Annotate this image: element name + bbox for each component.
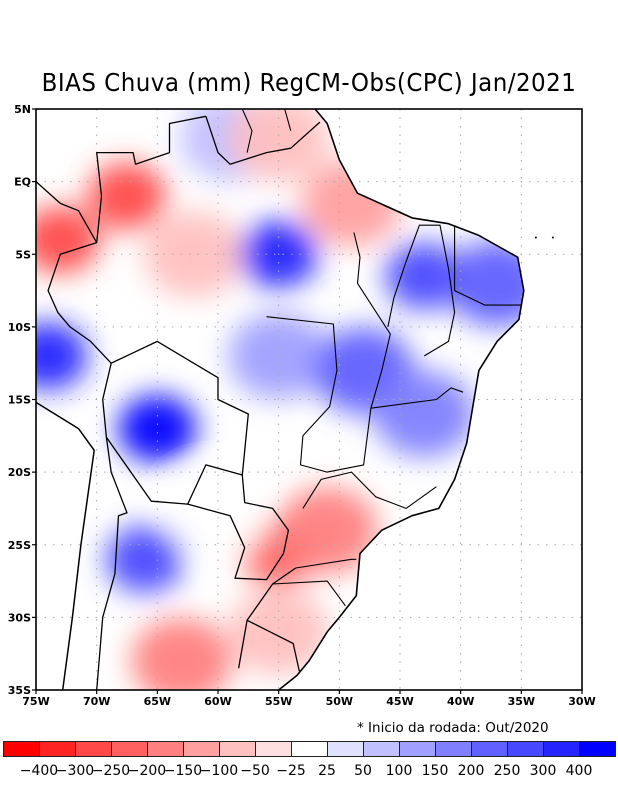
pacific-coastline <box>36 401 95 690</box>
state-borders-southeast <box>302 471 437 509</box>
border-uruguay-argentina <box>237 567 297 669</box>
x-tick-label: 40W <box>447 695 474 708</box>
border-parana-santa-catarina <box>295 558 357 569</box>
y-tick-label: 10S <box>8 321 31 334</box>
y-tick-label: 30S <box>8 611 31 624</box>
x-tick-label: 60W <box>204 695 231 708</box>
colorbar-swatch <box>111 741 148 757</box>
colorbar-swatch <box>363 741 400 757</box>
x-tick-label: 45W <box>386 695 413 708</box>
bias-region <box>276 487 378 574</box>
bias-region <box>228 109 330 182</box>
colorbar-swatch <box>75 741 112 757</box>
border-uruguay-brazil <box>246 619 300 672</box>
colorbar-swatch <box>291 741 328 757</box>
island-mark <box>534 236 537 239</box>
y-tick-label: 25S <box>8 539 31 552</box>
colorbar-label: 150 <box>422 763 449 779</box>
border-suriname-guiana <box>284 109 292 131</box>
y-tick-label: EQ <box>14 176 31 189</box>
bias-region <box>106 525 185 593</box>
colorbar-swatch <box>39 741 76 757</box>
colorbar-label: 200 <box>458 763 485 779</box>
bias-region <box>87 162 167 230</box>
colorbar-swatch <box>219 741 256 757</box>
bias-region <box>131 617 233 690</box>
y-tick-label: 20S <box>8 466 31 479</box>
colorbar-label: 50 <box>354 763 372 779</box>
bias-region <box>118 394 197 463</box>
colorbar-label: 300 <box>530 763 557 779</box>
border-chile-argentina <box>96 437 128 690</box>
x-tick-label: 75W <box>22 695 49 708</box>
state-borders-central <box>266 232 391 473</box>
border-bolivia <box>105 340 249 505</box>
colorbar-label: −100 <box>200 763 238 779</box>
colorbar-swatch <box>507 741 544 757</box>
colorbar-swatch <box>543 741 580 757</box>
colorbar-label: 100 <box>386 763 413 779</box>
border-santa-catarina-rs <box>272 580 346 607</box>
colorbar-label: −250 <box>92 763 130 779</box>
colorbar-label: −150 <box>164 763 202 779</box>
state-borders-northeast <box>387 224 456 357</box>
bias-region <box>36 322 88 390</box>
colorbar-swatch <box>147 741 184 757</box>
y-tick-label: 5S <box>15 248 31 261</box>
country-borders <box>36 109 554 690</box>
x-tick-label: 70W <box>83 695 110 708</box>
colorbar-label: −300 <box>56 763 94 779</box>
bias-region <box>36 206 100 274</box>
border-guyana-suriname <box>241 109 253 153</box>
colorbar-swatch <box>183 741 220 757</box>
colorbar-label: −50 <box>240 763 270 779</box>
y-tick-label: 15S <box>8 394 31 407</box>
x-tick-label: 50W <box>326 695 353 708</box>
bias-field <box>36 109 524 690</box>
y-axis: 5N EQ 5S 10S 15S 20S 25S 30S 35S <box>8 103 36 697</box>
colorbar-swatch <box>255 741 292 757</box>
run-start-note: * Inicio da rodada: Out/2020 <box>357 720 549 736</box>
coastline <box>278 109 525 690</box>
bias-region <box>385 242 464 310</box>
border-peru-colombia <box>36 181 98 243</box>
x-tick-label: 55W <box>265 695 292 708</box>
colorbar-label: 25 <box>318 763 336 779</box>
colorbar-swatch <box>399 741 436 757</box>
bias-region <box>167 472 269 559</box>
colorbar-label: 250 <box>494 763 521 779</box>
colorbar: −400−300−250−200−150−100 −50 −25 25 50 100 150… <box>3 741 616 779</box>
x-axis: 75W 70W 65W 60W 55W 50W 45W 40W 35W 30W <box>22 690 596 708</box>
colorbar-label: −200 <box>128 763 166 779</box>
state-borders-east <box>454 225 522 306</box>
colorbar-swatch <box>3 741 40 757</box>
colorbar-label: 400 <box>566 763 593 779</box>
border-minas-bahia <box>370 387 464 409</box>
x-tick-label: 30W <box>568 695 595 708</box>
chart-title: BIAS Chuva (mm) RegCM-Obs(CPC) Jan/2021 <box>41 68 577 97</box>
colorbar-swatch <box>579 741 616 757</box>
x-tick-label: 65W <box>144 695 171 708</box>
x-tick-label: 35W <box>508 695 535 708</box>
island-mark <box>551 236 554 239</box>
bias-region <box>143 211 245 298</box>
colorbar-swatch <box>327 741 364 757</box>
border-west-brazil <box>47 115 207 438</box>
colorbar-swatch <box>435 741 472 757</box>
y-tick-label: 35S <box>8 684 31 697</box>
border-guianas <box>205 116 321 165</box>
colorbar-label: −400 <box>20 763 58 779</box>
bias-region <box>373 370 475 458</box>
colorbar-swatch <box>471 741 508 757</box>
colorbar-label: −25 <box>276 763 306 779</box>
border-paraguay <box>187 474 290 581</box>
map-chart: 75W 70W 65W 60W 55W 50W 45W 40W 35W 30W 5N EQ 5S 10S… <box>8 103 596 708</box>
y-tick-label: 5N <box>14 103 31 116</box>
